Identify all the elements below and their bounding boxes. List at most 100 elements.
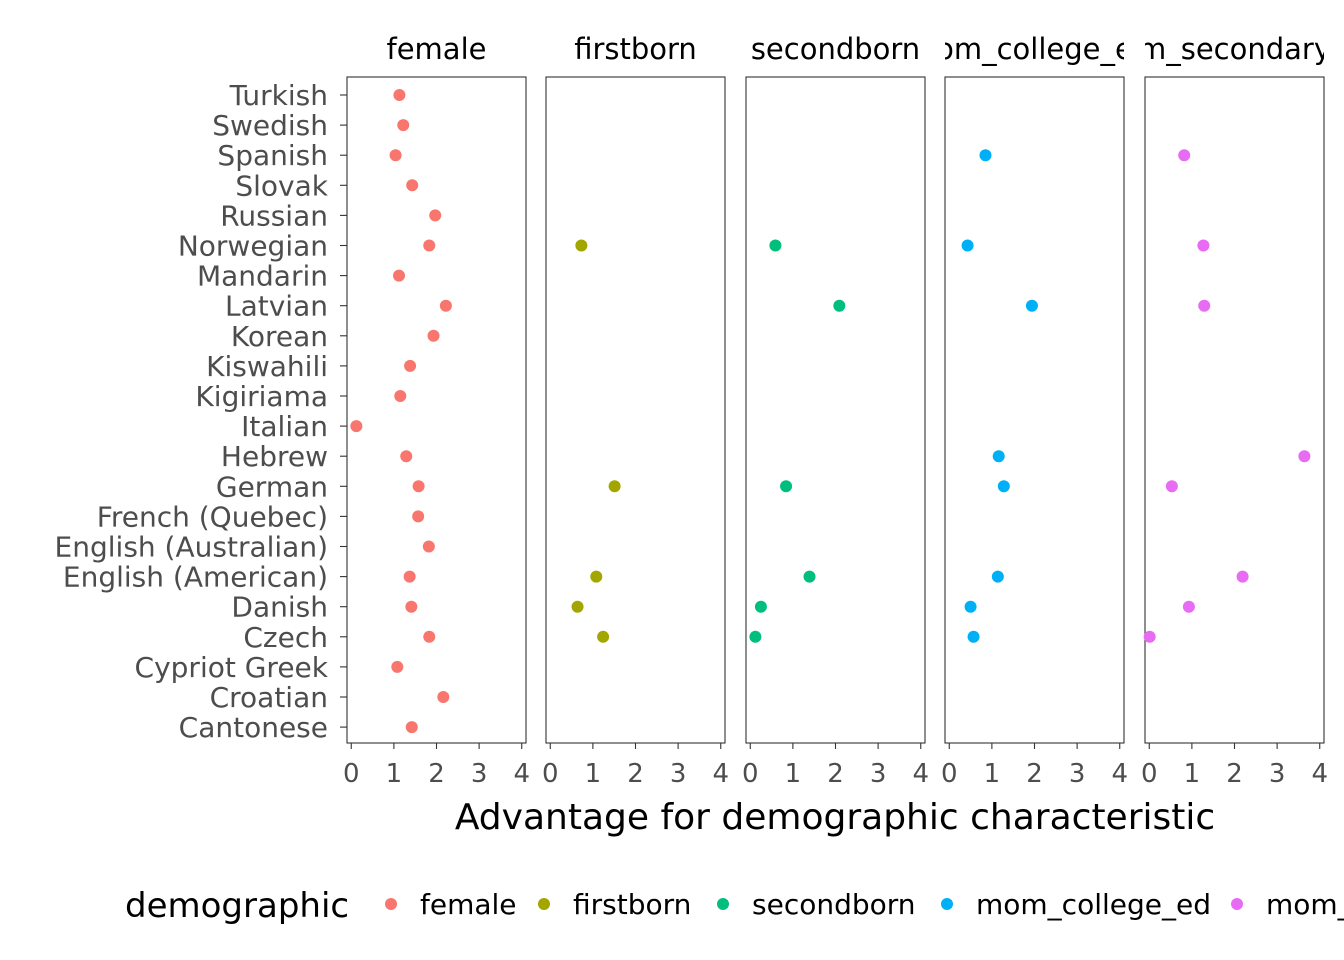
legend-label: mom_ bbox=[1266, 888, 1344, 921]
y-tick-label: French (Quebec) bbox=[97, 500, 328, 533]
y-tick-label: Korean bbox=[231, 320, 328, 353]
y-tick-label: Norwegian bbox=[178, 230, 328, 263]
x-tick-label: 3 bbox=[1269, 759, 1286, 789]
data-point-mom_ bbox=[1236, 570, 1249, 583]
data-point-mom_college_ed bbox=[964, 600, 977, 613]
panel-strip-label: m_secondary bbox=[1138, 32, 1331, 66]
x-tick-label: 2 bbox=[1026, 759, 1043, 789]
data-point-female bbox=[405, 600, 418, 613]
data-point-mom_college_ed bbox=[991, 570, 1004, 583]
data-point-female bbox=[423, 239, 436, 252]
y-tick-label: Italian bbox=[241, 410, 328, 443]
y-tick-label: Croatian bbox=[210, 681, 328, 714]
data-point-mom_ bbox=[1198, 299, 1211, 312]
data-point-female bbox=[392, 269, 405, 282]
data-point-female bbox=[406, 179, 419, 192]
panel-strip-label: om_college_e bbox=[936, 32, 1133, 66]
data-point-female bbox=[405, 721, 418, 734]
y-tick-label: Mandarin bbox=[197, 260, 328, 293]
data-point-female bbox=[429, 209, 442, 222]
data-point-secondborn bbox=[780, 480, 793, 493]
x-tick-label: 3 bbox=[471, 759, 488, 789]
panel-border bbox=[1144, 76, 1325, 744]
y-tick-label: Cantonese bbox=[179, 711, 328, 744]
data-point-female bbox=[350, 420, 363, 433]
x-tick-label: 2 bbox=[827, 759, 844, 789]
data-point-female bbox=[403, 570, 416, 583]
data-point-female bbox=[439, 299, 452, 312]
legend-swatch bbox=[385, 898, 397, 910]
panel-border bbox=[745, 76, 926, 744]
panel-strip-label: secondborn bbox=[751, 32, 920, 66]
data-point-mom_college_ed bbox=[979, 149, 992, 162]
y-tick-label: Slovak bbox=[235, 169, 328, 202]
data-point-female bbox=[389, 149, 402, 162]
x-axis-title: Advantage for demographic characteristic bbox=[455, 797, 1215, 838]
legend-item-firstborn: firstborn bbox=[538, 888, 691, 921]
y-tick-label: Cypriot Greek bbox=[135, 651, 329, 684]
x-tick-label: 3 bbox=[870, 759, 887, 789]
data-point-firstborn bbox=[608, 480, 621, 493]
y-tick-label: Kiswahili bbox=[206, 350, 328, 383]
data-point-mom_ bbox=[1165, 480, 1178, 493]
panel-secondborn: secondborn 0 1 2 3 4 bbox=[742, 32, 929, 789]
legend-item-female: female bbox=[385, 888, 517, 921]
x-tick-label: 0 bbox=[941, 759, 958, 789]
x-tick-label: 3 bbox=[1069, 759, 1086, 789]
panel-firstborn: firstborn 0 1 2 3 4 bbox=[542, 32, 729, 789]
x-tick-label: 1 bbox=[1184, 759, 1201, 789]
legend-title: demographic bbox=[125, 886, 349, 926]
x-tick-label: 3 bbox=[670, 759, 687, 789]
data-point-secondborn bbox=[833, 299, 846, 312]
x-tick-label: 4 bbox=[712, 759, 729, 789]
legend-label: female bbox=[420, 888, 517, 921]
x-tick-label: 2 bbox=[627, 759, 644, 789]
panel-mom_college_ed: om_college_e 0 1 2 3 4 bbox=[936, 32, 1133, 789]
legend-item-mom_college_ed: mom_college_ed bbox=[941, 888, 1211, 921]
legend-swatch bbox=[538, 898, 550, 910]
x-tick-label: 0 bbox=[343, 759, 360, 789]
y-tick-label: Latvian bbox=[225, 290, 328, 323]
x-tick-label: 2 bbox=[428, 759, 445, 789]
data-point-mom_college_ed bbox=[992, 450, 1005, 463]
data-point-firstborn bbox=[590, 570, 603, 583]
data-point-mom_college_ed bbox=[1025, 299, 1038, 312]
x-tick-label: 1 bbox=[386, 759, 403, 789]
x-tick-label: 1 bbox=[984, 759, 1001, 789]
legend-item-mom_: mom_ bbox=[1231, 888, 1344, 921]
legend-swatch bbox=[717, 898, 729, 910]
data-point-female bbox=[397, 119, 410, 132]
panel-border bbox=[545, 76, 726, 744]
y-tick-label: Czech bbox=[243, 621, 328, 654]
data-point-female bbox=[422, 540, 435, 553]
y-tick-label: Turkish bbox=[229, 79, 328, 112]
data-point-female bbox=[404, 359, 417, 372]
data-point-female bbox=[427, 329, 440, 342]
x-tick-label: 4 bbox=[1311, 759, 1328, 789]
x-tick-label: 2 bbox=[1226, 759, 1243, 789]
data-point-female bbox=[437, 691, 450, 703]
panel-mom_: m_secondary 0 1 2 3 4 bbox=[1138, 32, 1331, 789]
y-tick-label: Danish bbox=[231, 591, 328, 624]
y-tick-label: Spanish bbox=[217, 139, 328, 172]
data-point-female bbox=[400, 450, 413, 463]
data-point-secondborn bbox=[754, 600, 767, 613]
x-tick-label: 4 bbox=[1111, 759, 1128, 789]
x-tick-label: 4 bbox=[912, 759, 929, 789]
x-tick-label: 0 bbox=[1141, 759, 1158, 789]
data-point-mom_ bbox=[1197, 239, 1210, 252]
x-tick-label: 1 bbox=[585, 759, 602, 789]
y-tick-label: German bbox=[216, 470, 328, 503]
x-tick-label: 0 bbox=[542, 759, 559, 789]
legend-label: mom_college_ed bbox=[976, 888, 1211, 921]
y-tick-label: English (Australian) bbox=[55, 531, 328, 564]
panel-strip-label: female bbox=[387, 32, 487, 66]
panel-border bbox=[346, 76, 527, 744]
data-point-mom_college_ed bbox=[997, 480, 1010, 493]
legend-swatch bbox=[1231, 898, 1243, 910]
x-tick-label: 0 bbox=[742, 759, 759, 789]
legend-label: firstborn bbox=[573, 888, 691, 921]
data-point-mom_ bbox=[1298, 450, 1311, 463]
data-point-female bbox=[423, 630, 436, 643]
y-tick-label: Kigiriama bbox=[195, 380, 328, 413]
